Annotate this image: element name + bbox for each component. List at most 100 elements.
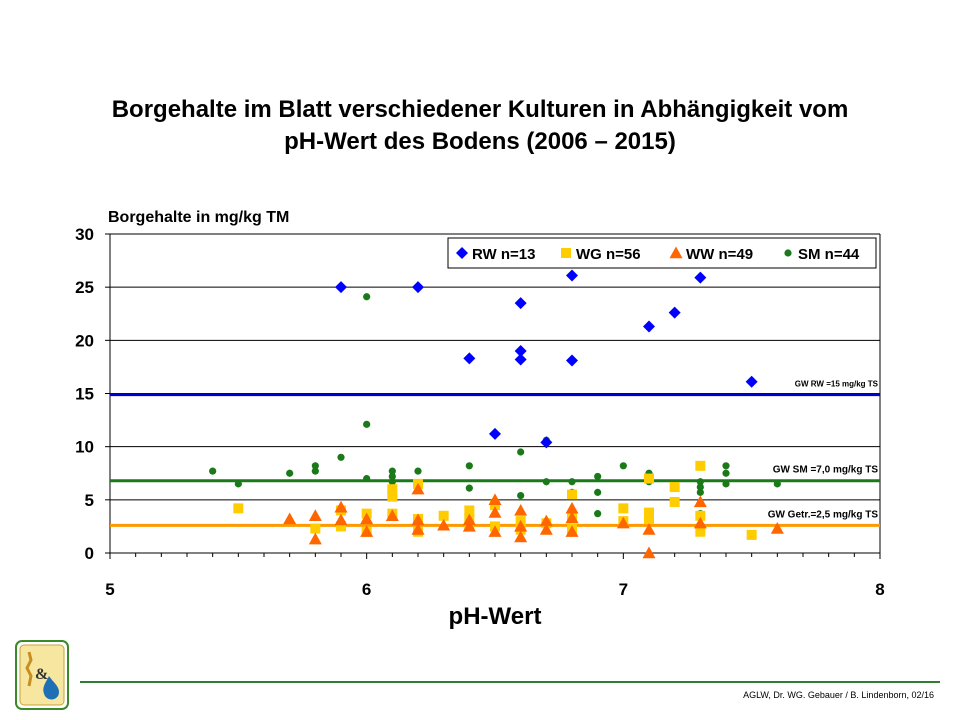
data-point-ww: [411, 482, 425, 495]
y-tick-label: 20: [75, 331, 94, 350]
data-point-ww: [514, 519, 528, 532]
data-point-ww: [693, 495, 707, 508]
data-point-sm: [773, 480, 781, 488]
data-point-ww: [616, 516, 630, 529]
data-point-wg: [669, 482, 680, 493]
data-point-wg: [310, 523, 321, 534]
legend-marker-sm: [784, 249, 792, 257]
data-point-wg: [387, 491, 398, 502]
data-point-ww: [488, 493, 502, 506]
data-point-ww: [514, 530, 528, 543]
data-point-sm: [209, 467, 217, 475]
data-point-sm: [388, 478, 396, 486]
data-point-wg: [669, 496, 680, 507]
y-tick-label: 5: [85, 491, 94, 510]
data-point-wg: [644, 513, 654, 524]
data-point-wg: [233, 503, 244, 514]
data-point-ww: [462, 519, 476, 532]
data-point-ww: [360, 512, 374, 525]
legend-label: RW n=13: [472, 246, 536, 263]
data-point-sm: [594, 488, 602, 496]
data-point-sm: [542, 478, 550, 486]
data-point-ww: [308, 509, 322, 521]
data-point-rw: [335, 281, 347, 294]
data-point-ww: [565, 511, 579, 524]
data-point-ww: [462, 513, 476, 526]
data-point-ww: [693, 516, 707, 529]
data-point-ww: [334, 500, 348, 513]
data-point-wg: [746, 529, 757, 540]
data-point-sm: [465, 462, 473, 470]
logo: &: [15, 640, 69, 710]
data-point-wg: [618, 503, 629, 514]
legend-marker-ww: [669, 246, 683, 259]
data-point-sm: [363, 420, 371, 428]
data-point-sm: [568, 478, 576, 486]
reference-line-label: GW RW =15 mg/kg TS: [795, 380, 879, 389]
x-tick-label: 7: [619, 580, 628, 599]
legend-label: WW n=49: [686, 246, 753, 263]
data-point-ww: [411, 513, 425, 526]
data-point-rw: [514, 297, 527, 310]
data-point-ww: [642, 523, 656, 535]
y-axis-label: Borgehalte in mg/kg TM: [108, 209, 289, 226]
data-point-wg: [336, 521, 346, 532]
legend-marker-wg: [561, 248, 571, 258]
data-point-sm: [594, 510, 602, 518]
data-point-sm: [722, 462, 730, 470]
x-tick-label: 8: [875, 580, 884, 599]
data-point-rw: [540, 436, 553, 449]
data-point-sm: [414, 467, 422, 475]
data-point-ww: [385, 509, 399, 521]
data-point-sm: [517, 448, 525, 456]
data-point-rw: [463, 352, 476, 365]
data-point-ww: [308, 532, 322, 545]
data-point-ww: [334, 513, 348, 526]
data-point-rw: [566, 269, 578, 282]
data-point-sm: [234, 480, 242, 488]
data-point-rw: [643, 320, 655, 333]
footer-credit: AGLW, Dr. WG. Gebauer / B. Lindenborn, 0…: [743, 690, 934, 700]
data-point-sm: [286, 469, 294, 477]
data-point-sm: [696, 483, 704, 491]
data-point-ww: [488, 506, 502, 518]
data-point-rw: [694, 271, 707, 284]
data-point-sm: [722, 480, 730, 488]
data-point-ww: [565, 501, 579, 514]
data-point-rw: [489, 427, 501, 440]
y-tick-label: 25: [75, 278, 94, 297]
legend-box: [447, 237, 877, 269]
data-point-ww: [770, 522, 784, 534]
reference-line-label: GW Getr.=2,5 mg/kg TS: [768, 509, 879, 520]
data-point-wg: [438, 510, 449, 521]
data-point-sm: [311, 467, 319, 475]
y-tick-label: 15: [75, 385, 94, 404]
data-point-sm: [465, 484, 473, 492]
data-point-sm: [594, 472, 602, 481]
data-point-rw: [514, 353, 527, 366]
logo-ampersand: &: [35, 666, 49, 683]
data-point-sm: [311, 462, 319, 470]
data-point-rw: [668, 306, 681, 319]
legend-marker-rw: [456, 247, 468, 259]
data-point-ww: [539, 514, 553, 527]
data-point-wg: [695, 510, 706, 521]
data-point-wg: [567, 489, 577, 500]
data-point-sm: [363, 293, 371, 301]
legend-label: WG n=56: [576, 246, 641, 263]
data-point-sm: [619, 462, 627, 470]
data-point-ww: [514, 503, 528, 516]
data-point-sm: [388, 467, 396, 475]
data-point-ww: [565, 525, 579, 537]
data-point-sm: [363, 474, 371, 483]
data-point-sm: [722, 469, 730, 477]
data-point-wg: [695, 460, 706, 471]
data-point-ww: [488, 525, 502, 537]
data-point-rw: [745, 375, 758, 388]
data-point-sm: [337, 453, 345, 461]
legend-label: SM n=44: [798, 246, 860, 263]
x-tick-label: 5: [105, 580, 114, 599]
title-line-1: Borgehalte im Blatt verschiedener Kultur…: [111, 96, 849, 123]
title-line-2: pH-Wert des Bodens (2006 – 2015): [284, 128, 676, 155]
data-point-rw: [412, 281, 424, 294]
